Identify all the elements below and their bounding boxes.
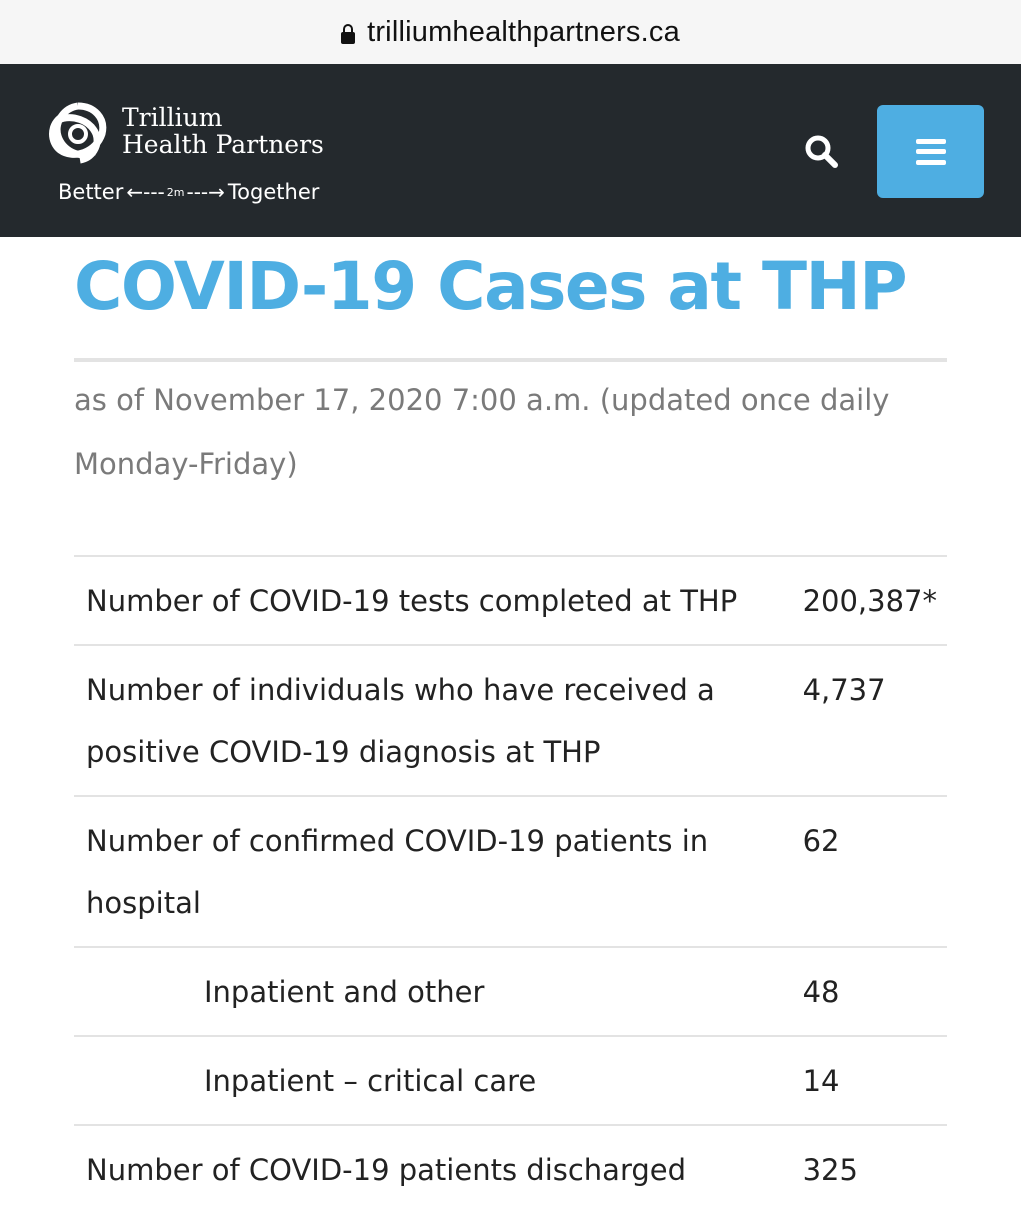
table-row: Inpatient and other 48 — [74, 946, 947, 1036]
row-value: 200,387* — [789, 555, 947, 645]
tagline-distance: 2m — [166, 185, 185, 199]
update-note: as of November 17, 2020 7:00 a.m. (updat… — [74, 383, 890, 481]
logo-name: Trillium Health Partners — [122, 104, 352, 158]
arrow-right-icon: ---→ — [186, 180, 225, 204]
title-divider — [74, 358, 947, 362]
tagline-together: Together — [227, 180, 320, 204]
row-value: 4,737 — [789, 644, 947, 796]
lock-icon — [341, 24, 356, 44]
row-label: Number of COVID-19 patients discharged — [74, 1124, 790, 1213]
logo-name-line-1: Trillium — [122, 103, 223, 132]
site-header: Trillium Health Partners Better ←--- 2m … — [0, 64, 1021, 237]
row-value: 14 — [789, 1035, 947, 1125]
logo-name-line-2: Health Partners — [122, 130, 324, 159]
table-row: Number of confirmed COVID-19 patients in… — [74, 795, 947, 947]
trillium-logo-icon — [49, 102, 107, 164]
logo-tagline: Better ←--- 2m ---→ Together — [58, 180, 319, 204]
table-row: Inpatient – critical care 14 — [74, 1035, 947, 1125]
site-logo[interactable]: Trillium Health Partners Better ←--- 2m … — [44, 100, 334, 230]
row-label: Number of individuals who have received … — [74, 644, 790, 796]
search-icon — [805, 135, 838, 168]
row-value: 48 — [789, 946, 947, 1036]
hamburger-menu-icon — [915, 138, 946, 165]
row-label: Inpatient and other — [74, 946, 790, 1036]
row-label: Number of COVID-19 tests completed at TH… — [74, 555, 790, 645]
row-label: Inpatient – critical care — [74, 1035, 790, 1125]
row-value: 325 — [789, 1124, 947, 1213]
covid-stats-table: Number of COVID-19 tests completed at TH… — [74, 555, 947, 1213]
table-row: Number of COVID-19 tests completed at TH… — [74, 555, 947, 645]
table-row: Number of individuals who have received … — [74, 644, 947, 796]
url-text[interactable]: trilliumhealthpartners.ca — [367, 15, 680, 48]
table-row: Number of COVID-19 patients discharged 3… — [74, 1124, 947, 1213]
menu-button[interactable] — [877, 105, 984, 198]
search-button[interactable] — [800, 130, 844, 174]
row-label: Number of confirmed COVID-19 patients in… — [74, 795, 790, 947]
tagline-better: Better — [58, 180, 124, 204]
row-value: 62 — [789, 795, 947, 947]
browser-url-bar[interactable]: trilliumhealthpartners.ca — [0, 0, 1021, 64]
page-title: COVID-19 Cases at THP — [74, 248, 908, 325]
tagline-distance-arrows: ←--- 2m ---→ — [126, 180, 225, 204]
arrow-left-icon: ←--- — [126, 180, 165, 204]
